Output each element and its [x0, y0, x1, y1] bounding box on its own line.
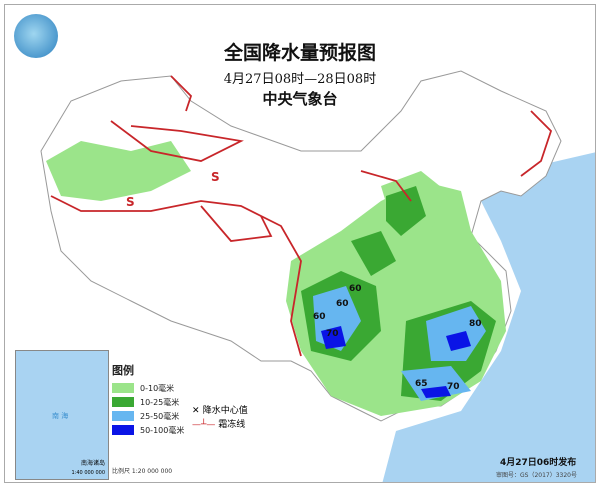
- frost-line-north: [170, 75, 193, 112]
- rain-50-100-jiangxi: [446, 331, 471, 351]
- legend-item: 0-10毫米: [112, 381, 184, 395]
- center-value: 70: [447, 382, 460, 392]
- legend-frost-label: 霜冻线: [218, 420, 246, 430]
- inset-title: 南海诸岛: [80, 460, 105, 467]
- legend-item: 10-25毫米: [112, 395, 184, 409]
- map-frame: S S 60 60 60 70 80 65 70: [4, 4, 596, 483]
- legend-title: 图例: [112, 364, 134, 377]
- map-title: 全国降水量预报图: [223, 42, 376, 64]
- legend-label: 50-100毫米: [140, 425, 185, 435]
- frost-line-east: [360, 170, 412, 202]
- legend-swatch: [112, 425, 134, 435]
- frost-label: S: [211, 170, 220, 184]
- south-china-sea-inset: 南 海 南海诸岛 1:40 000 000: [15, 350, 109, 480]
- rain-10-25-north: [386, 186, 426, 236]
- legend-item: 25-50毫米: [112, 409, 184, 423]
- legend-symbols: ✕ 降水中心值 —┴— 霜冻线: [192, 403, 248, 431]
- cross-icon: ✕: [192, 406, 203, 416]
- forecast-period: 4月27日08时—28日08时: [223, 72, 377, 87]
- frost-line-icon: —┴—: [192, 420, 219, 430]
- legend-swatch: [112, 383, 134, 393]
- legend-center: ✕ 降水中心值: [192, 403, 248, 417]
- center-value: 70: [326, 329, 339, 339]
- legend-label: 0-10毫米: [140, 383, 175, 393]
- legend-swatch: [112, 411, 134, 421]
- rain-10-25-henan: [351, 231, 396, 276]
- legend: 图例 0-10毫米 10-25毫米 25-50毫米 50-100毫米: [112, 362, 184, 437]
- agency-name: 中央气象台: [262, 90, 338, 108]
- approval-number: 审图号：GS（2017）3320号: [496, 472, 577, 479]
- inset-scale: 1:40 000 000: [71, 470, 106, 476]
- legend-label: 25-50毫米: [140, 411, 180, 421]
- legend-item: 50-100毫米: [112, 423, 184, 437]
- center-value: 60: [336, 299, 349, 309]
- map-scale: 比例尺 1:20 000 000: [112, 468, 173, 475]
- inset-sea-label: 南 海: [52, 412, 69, 420]
- center-value: 60: [349, 284, 362, 294]
- issue-time: 4月27日06时发布: [500, 458, 577, 468]
- center-value: 65: [415, 379, 428, 389]
- frost-line-west: [50, 195, 302, 357]
- legend-center-label: 降水中心值: [202, 406, 248, 416]
- rain-25-50-fujian: [401, 366, 471, 401]
- cma-logo: [14, 14, 58, 58]
- sea: [382, 152, 595, 482]
- center-value: 60: [313, 312, 326, 322]
- rain-0-10-northwest: [46, 141, 191, 201]
- map-canvas: S S 60 60 60 70 80 65 70: [40, 70, 595, 482]
- frost-line-xinjiang: [110, 120, 244, 162]
- legend-label: 10-25毫米: [140, 397, 180, 407]
- rain-50-100-sichuan: [321, 326, 346, 349]
- legend-swatch: [112, 397, 134, 407]
- rain-50-100-south: [421, 386, 451, 398]
- legend-frost: —┴— 霜冻线: [192, 417, 248, 431]
- frost-line-qinghai: [200, 205, 273, 242]
- frost-label: S: [126, 195, 135, 209]
- frost-line-northeast: [520, 110, 553, 177]
- center-value: 80: [469, 319, 482, 329]
